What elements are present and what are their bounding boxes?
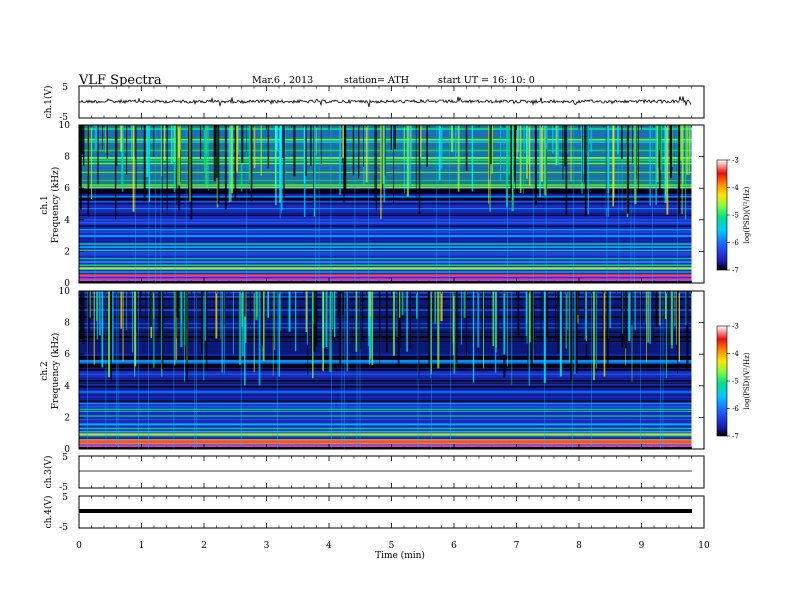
time-tick-label: 1 [139, 541, 145, 551]
frequency-tick-label: 8 [64, 319, 70, 329]
ch1-colorbar-gradient [716, 159, 728, 271]
ch2-spectrogram-image [79, 291, 704, 449]
ch3-ytick-top: 5 [62, 453, 68, 463]
ch1-frequency-ticks: 0 2 4 6 8 10 [59, 121, 704, 289]
ch4-ytick-top: 5 [62, 493, 68, 503]
ch4-waveform-panel: 5 -5 ch.4(V) [43, 493, 705, 533]
ch1-spectrogram-panel: 0 2 4 6 8 10 ch.1 Frequency (kHz) [40, 121, 705, 289]
frequency-tick-label: 6 [64, 184, 70, 194]
ch1-waveform-panel: 5 -5 ch.1(V) [43, 83, 705, 123]
colorbar-tick-label: -6 [732, 239, 739, 247]
time-axis-tick-labels: 0 1 2 3 4 5 6 7 8 9 10 [76, 541, 710, 551]
frequency-tick-label: 2 [64, 413, 70, 423]
start-time-label: start UT = 16: 10: 0 [438, 75, 535, 86]
frequency-tick-label: 10 [59, 287, 71, 297]
time-tick-label: 3 [264, 541, 270, 551]
frequency-tick-label: 4 [64, 216, 70, 226]
time-tick-label: 7 [514, 541, 520, 551]
ch2-colorbar-gradient [716, 325, 728, 437]
time-tick-label: 6 [451, 541, 457, 551]
frequency-tick-label: 4 [64, 382, 70, 392]
ch1-waveform-trace [78, 96, 692, 108]
frequency-tick-label: 0 [64, 279, 70, 289]
station-label: station= ATH [344, 75, 409, 86]
frequency-tick-label: 10 [59, 121, 71, 131]
colorbar-tick-label: -4 [732, 184, 739, 192]
ch3-ylabel: ch.3(V) [43, 456, 54, 489]
time-axis-label: Time (min) [375, 550, 425, 561]
ch2-colorbar: -3 -4 -5 -6 -7 log(PSD)(V²/Hz) [716, 323, 751, 441]
date-label: Mar.6 , 2013 [252, 75, 313, 86]
ch2-colorbar-label: log(PSD)(V²/Hz) [743, 352, 751, 409]
ch1-ylabel: ch.1(V) [43, 86, 54, 119]
ch3-waveform-panel: 5 -5 ch.3(V) [43, 453, 705, 493]
ch1-spec-channel-label: ch.1 [40, 195, 50, 214]
colorbar-tick-label: -3 [732, 323, 739, 331]
ch2-frequency-ticks: 0 2 4 6 8 10 [59, 287, 704, 455]
colorbar-tick-label: -4 [732, 350, 739, 358]
time-tick-label: 2 [201, 541, 207, 551]
time-axis-ticks [78, 86, 705, 528]
time-tick-label: 0 [76, 541, 82, 551]
ch2-spec-channel-label: ch.2 [40, 361, 50, 380]
ch4-ytick-bottom: -5 [59, 523, 68, 533]
ch1-colorbar-ticks: -3 -4 -5 -6 -7 [727, 157, 739, 275]
time-tick-label: 8 [576, 541, 582, 551]
time-tick-label: 5 [389, 541, 395, 551]
ch4-ylabel: ch.4(V) [43, 496, 54, 529]
figure-title: VLF Spectra [78, 73, 162, 88]
ch2-colorbar-ticks: -3 -4 -5 -6 -7 [727, 323, 739, 441]
frequency-tick-label: 6 [64, 350, 70, 360]
ch1-frequency-axis-label: Frequency (kHz) [50, 167, 61, 244]
time-tick-label: 9 [639, 541, 645, 551]
colorbar-tick-label: -5 [732, 212, 739, 220]
time-tick-label: 10 [698, 541, 710, 551]
ch4-waveform-trace [79, 509, 692, 513]
frequency-tick-label: 0 [64, 445, 70, 455]
colorbar-tick-label: -7 [732, 433, 739, 441]
colorbar-tick-label: -3 [732, 157, 739, 165]
frequency-tick-label: 8 [64, 153, 70, 163]
ch1-colorbar: -3 -4 -5 -6 -7 log(PSD)(V²/Hz) [716, 157, 751, 275]
ch1-spectrogram-image [79, 125, 704, 283]
ch1-colorbar-label: log(PSD)(V²/Hz) [743, 186, 751, 243]
colorbar-tick-label: -6 [732, 405, 739, 413]
colorbar-tick-label: -7 [732, 267, 739, 275]
ch3-ytick-bottom: -5 [59, 483, 68, 493]
ch2-spectrogram-panel: 0 2 4 6 8 10 ch.2 Frequency (kHz) [40, 287, 705, 455]
ch2-frequency-axis-label: Frequency (kHz) [50, 333, 61, 410]
frequency-tick-label: 2 [64, 247, 70, 257]
ch1-ytick-bottom: -5 [59, 113, 68, 123]
time-tick-label: 4 [326, 541, 332, 551]
ch1-ytick-top: 5 [62, 83, 68, 93]
colorbar-tick-label: -5 [732, 378, 739, 386]
